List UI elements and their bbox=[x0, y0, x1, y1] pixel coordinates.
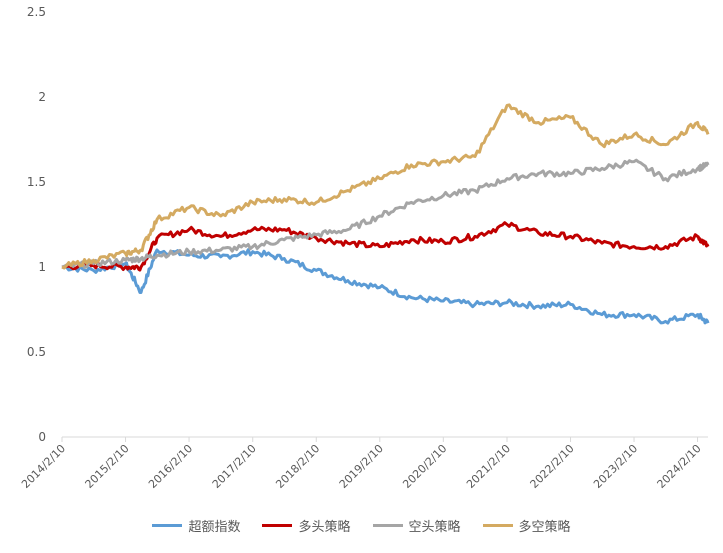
legend-swatch bbox=[262, 524, 293, 527]
series-line-3 bbox=[61, 158, 710, 269]
axes-layer: 0 0.5 1 1.5 2 2.5 2014/2/10 2015/2/10 2016/2/10 2… bbox=[19, 5, 708, 491]
chart-legend: 超额指数 多头策略 空头策略 多空策略 bbox=[0, 516, 723, 535]
x-tick-label: 2019/2/10 bbox=[337, 442, 386, 491]
legend-label: 空头策略 bbox=[408, 520, 461, 535]
legend-label: 多头策略 bbox=[298, 520, 351, 535]
x-tick-label: 2024/2/10 bbox=[655, 442, 704, 491]
legend-swatch bbox=[372, 524, 403, 527]
legend-item: 多空策略 bbox=[482, 516, 571, 535]
series-line-1 bbox=[61, 248, 710, 325]
y-tick-label: 1 bbox=[38, 260, 46, 274]
x-tick-label: 2022/2/10 bbox=[528, 442, 577, 491]
x-tick-label: 2015/2/10 bbox=[83, 442, 132, 491]
y-tick-label: 2.5 bbox=[27, 5, 46, 19]
y-tick-label: 0.5 bbox=[27, 345, 46, 359]
series-layer bbox=[61, 103, 710, 325]
legend-swatch bbox=[152, 524, 183, 527]
y-tick-label: 2 bbox=[38, 90, 46, 104]
series-line-2 bbox=[61, 221, 710, 272]
x-tick-label: 2021/2/10 bbox=[464, 442, 513, 491]
x-tick-label: 2014/2/10 bbox=[19, 442, 68, 491]
legend-item: 空头策略 bbox=[372, 516, 461, 535]
series-line-4 bbox=[61, 103, 710, 270]
legend-label: 超额指数 bbox=[188, 520, 241, 535]
y-tick-label: 1.5 bbox=[27, 175, 46, 189]
legend-swatch bbox=[482, 524, 513, 527]
y-tick-label: 0 bbox=[38, 430, 46, 444]
x-tick-label: 2023/2/10 bbox=[591, 442, 640, 491]
x-tick-label: 2020/2/10 bbox=[400, 442, 449, 491]
legend-item: 多头策略 bbox=[262, 516, 351, 535]
x-tick-label: 2016/2/10 bbox=[146, 442, 195, 491]
legend-label: 多空策略 bbox=[518, 520, 571, 535]
x-tick-label: 2018/2/10 bbox=[273, 442, 322, 491]
legend-item: 超额指数 bbox=[152, 516, 240, 535]
x-tick-label: 2017/2/10 bbox=[210, 442, 259, 491]
